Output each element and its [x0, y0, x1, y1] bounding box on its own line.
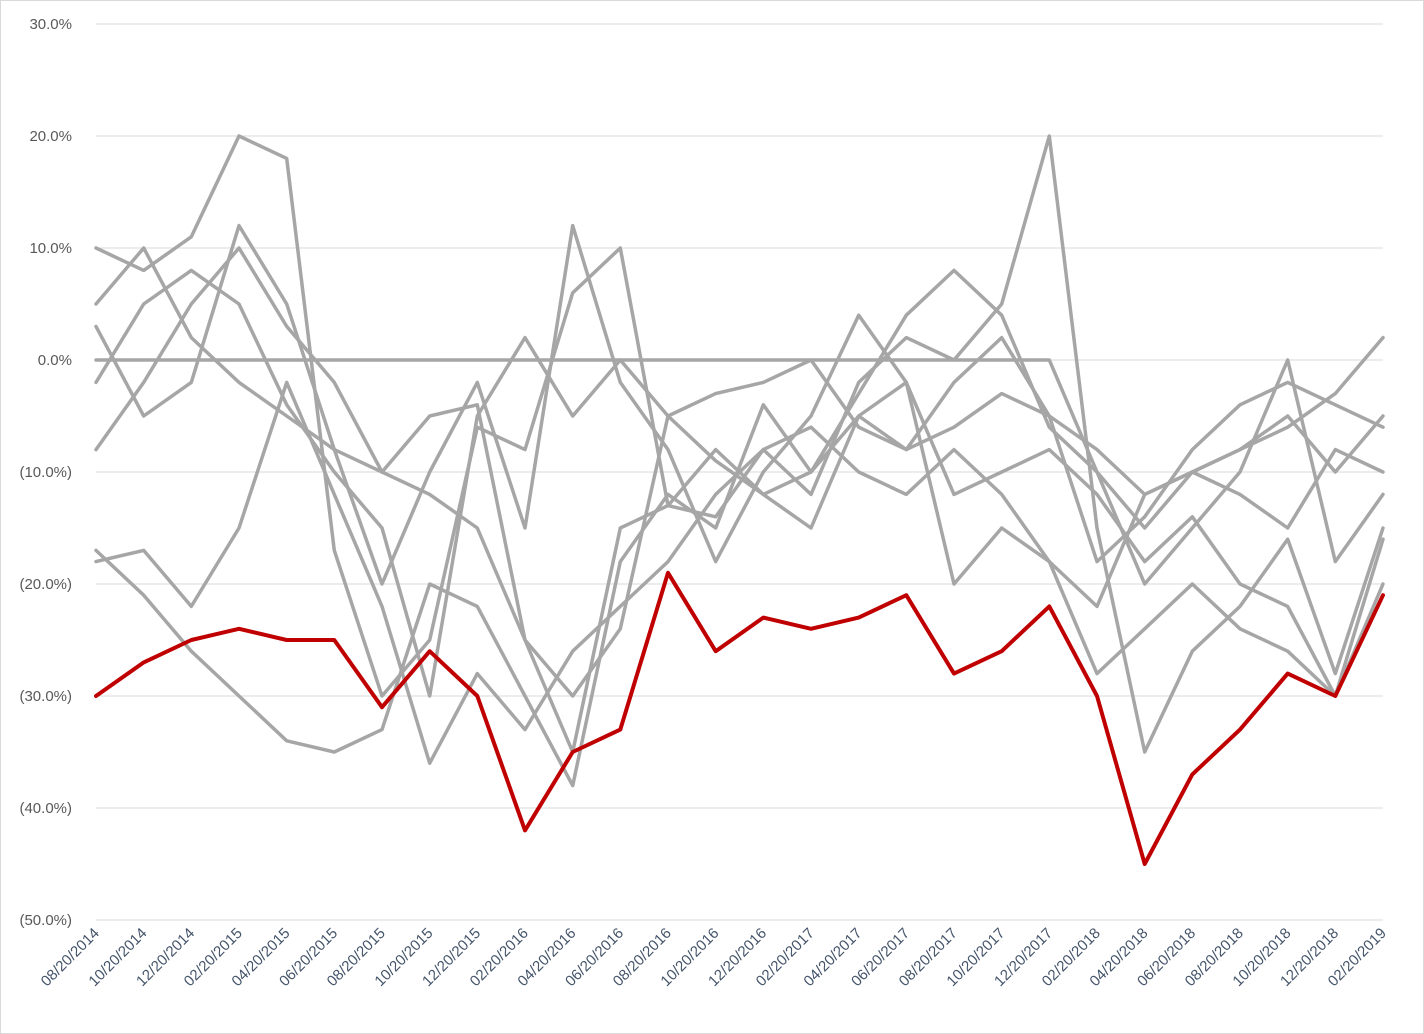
gridlines	[96, 23, 1383, 921]
peer-series-line-5	[94, 358, 1385, 586]
y-tick-label: (20.0%)	[19, 576, 72, 593]
peer-series-line-8	[94, 380, 1385, 765]
peer-series-line-1	[94, 134, 1385, 754]
y-tick-label: 10.0%	[29, 240, 72, 257]
y-tick-label: 20.0%	[29, 128, 72, 145]
y-axis-tick-labels: 30.0% 20.0% 10.0% 0.0% (10.0%) (20.0%) (30.0%)…	[19, 16, 72, 929]
y-tick-label: (50.0%)	[19, 912, 72, 929]
series-lines	[94, 134, 1385, 866]
highlight-series-line	[94, 570, 1385, 866]
y-tick-label: 30.0%	[29, 16, 72, 33]
peer-series-line-6	[94, 223, 1385, 698]
peer-series-line-3	[94, 246, 1385, 698]
y-tick-label: 0.0%	[38, 352, 72, 369]
y-tick-label: (10.0%)	[19, 464, 72, 481]
y-tick-label: (40.0%)	[19, 800, 72, 817]
x-axis-tick-labels: 08/20/201410/20/201412/20/201402/20/2015…	[38, 925, 1390, 990]
peer-series-line-4	[94, 335, 1385, 788]
peer-series-line-2	[94, 246, 1385, 754]
y-tick-label: (30.0%)	[19, 688, 72, 705]
